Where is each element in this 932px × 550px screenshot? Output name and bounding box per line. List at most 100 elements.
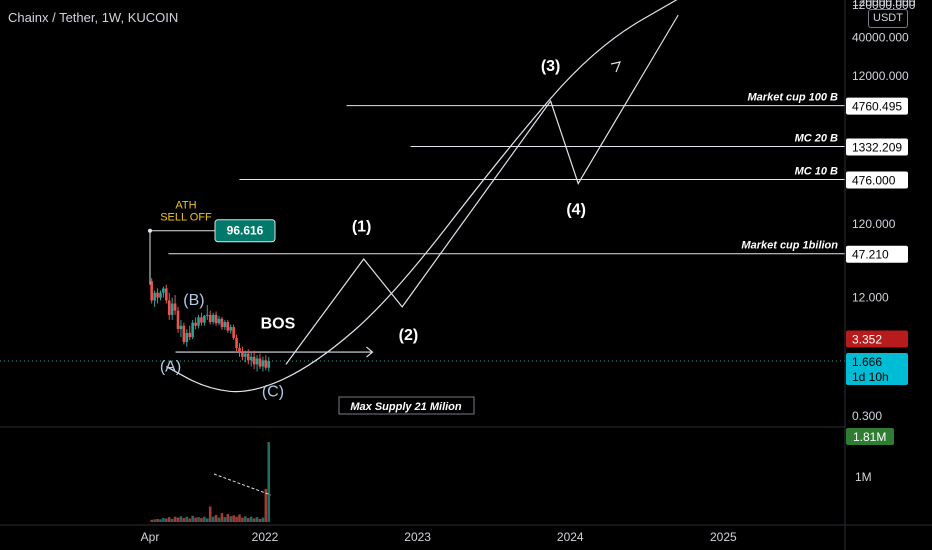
price-badge-label: 1.666 <box>852 355 882 369</box>
candle-body <box>214 314 218 324</box>
candle-body <box>261 360 265 367</box>
wave-label: (3) <box>541 58 561 75</box>
max-supply-label: Max Supply 21 Milion <box>350 401 462 413</box>
volume-bar <box>214 514 218 522</box>
volume-bar <box>217 517 221 522</box>
volume-bar <box>176 517 180 522</box>
candle-body <box>217 318 221 324</box>
price-badge-label: 1332.209 <box>852 141 902 155</box>
ath-value-box[interactable] <box>214 219 276 243</box>
candle-body <box>197 317 200 326</box>
time-tick-label: 2025 <box>710 530 737 544</box>
time-tick-label: 2024 <box>557 530 584 544</box>
volume-bar <box>194 517 197 522</box>
wave-arrowhead <box>610 61 621 73</box>
volume-bar <box>229 516 233 522</box>
price-badge-label: 4760.495 <box>852 100 902 114</box>
ath-label: ATH <box>175 200 196 212</box>
price-badge-countdown: 1d 10h <box>852 370 889 384</box>
volume-bar <box>165 518 168 522</box>
candle-body <box>252 356 256 365</box>
candle-body <box>246 353 250 361</box>
rounded-bottom-curve <box>166 0 678 393</box>
candle-body <box>223 322 227 328</box>
volume-bar <box>211 516 215 522</box>
candle-body <box>176 310 180 330</box>
price-badge-label: 3.352 <box>852 333 882 347</box>
candle-body <box>179 325 183 330</box>
candle-body <box>153 292 156 301</box>
currency-selector[interactable]: USDT <box>868 9 908 28</box>
volume-bar <box>153 519 156 522</box>
volume-bar <box>258 518 262 522</box>
volume-bar <box>203 516 206 522</box>
price-tick-label: 0.300 <box>852 409 882 423</box>
volume-bar <box>255 517 259 522</box>
candle-body <box>232 327 235 339</box>
volume-bar <box>179 516 183 522</box>
volume-bar <box>249 516 253 522</box>
price-tick-label: 40000.000 <box>852 30 909 44</box>
volume-tick-label: 1M <box>855 470 872 484</box>
volume-bar <box>241 517 244 522</box>
candle-body <box>205 314 209 316</box>
volume-bar <box>235 516 238 522</box>
volume-bar <box>246 518 250 522</box>
volume-bar <box>226 514 230 522</box>
candle-body <box>229 327 233 331</box>
candle-body <box>267 360 271 368</box>
volume-bar <box>205 518 209 522</box>
volume-bar <box>200 518 203 522</box>
ath-selloff-label: SELL OFF <box>160 212 212 224</box>
volume-bar <box>232 515 235 522</box>
volume-bar <box>191 515 194 522</box>
wave-label: (A) <box>160 359 181 376</box>
wave-label: (1) <box>352 218 372 235</box>
time-tick-label: 2022 <box>252 530 279 544</box>
volume-bar <box>238 514 241 522</box>
elliott-wave-path <box>285 14 679 365</box>
price-badge <box>846 138 908 156</box>
price-tick-label: 120.000 <box>852 217 896 231</box>
price-badge-label: 476.000 <box>852 174 896 188</box>
candle-body <box>249 356 253 361</box>
candle-body <box>185 332 189 343</box>
price-badge <box>846 330 908 348</box>
level-label: MC 10 B <box>795 166 838 178</box>
candle-body <box>194 322 197 326</box>
volume-bar <box>150 519 153 522</box>
candle-body <box>211 314 215 323</box>
wave-label: BOS <box>261 315 296 332</box>
ath-point <box>148 228 152 233</box>
volume-bar <box>173 516 177 522</box>
candle-body <box>255 358 259 365</box>
candle-body <box>208 314 212 323</box>
time-tick-label: 2023 <box>404 530 431 544</box>
candle-body <box>220 318 224 328</box>
candle-body <box>173 303 177 311</box>
wave-label: (2) <box>399 327 419 344</box>
volume-bar <box>267 441 271 522</box>
price-tick-label: 12.000 <box>852 291 889 305</box>
volume-bar <box>182 518 186 522</box>
candle-body <box>226 322 230 331</box>
symbol-title[interactable]: Chainx / Tether, 1W, KUCOIN <box>8 10 179 25</box>
volume-bar <box>197 517 200 522</box>
volume-bar <box>252 518 256 522</box>
volume-bar <box>156 518 159 522</box>
candle-body <box>188 332 192 338</box>
level-label: MC 20 B <box>795 133 838 145</box>
price-badge <box>846 352 908 385</box>
wave-label: (4) <box>566 202 586 219</box>
candle-body <box>150 281 153 301</box>
volume-bar <box>264 488 268 522</box>
wave-label: (C) <box>262 384 284 401</box>
wave-label: (B) <box>183 292 204 309</box>
candle-body <box>170 303 174 315</box>
volume-bar <box>170 518 174 522</box>
candle-body <box>162 288 165 293</box>
volume-bar <box>167 517 171 522</box>
volume-bar <box>162 518 165 522</box>
